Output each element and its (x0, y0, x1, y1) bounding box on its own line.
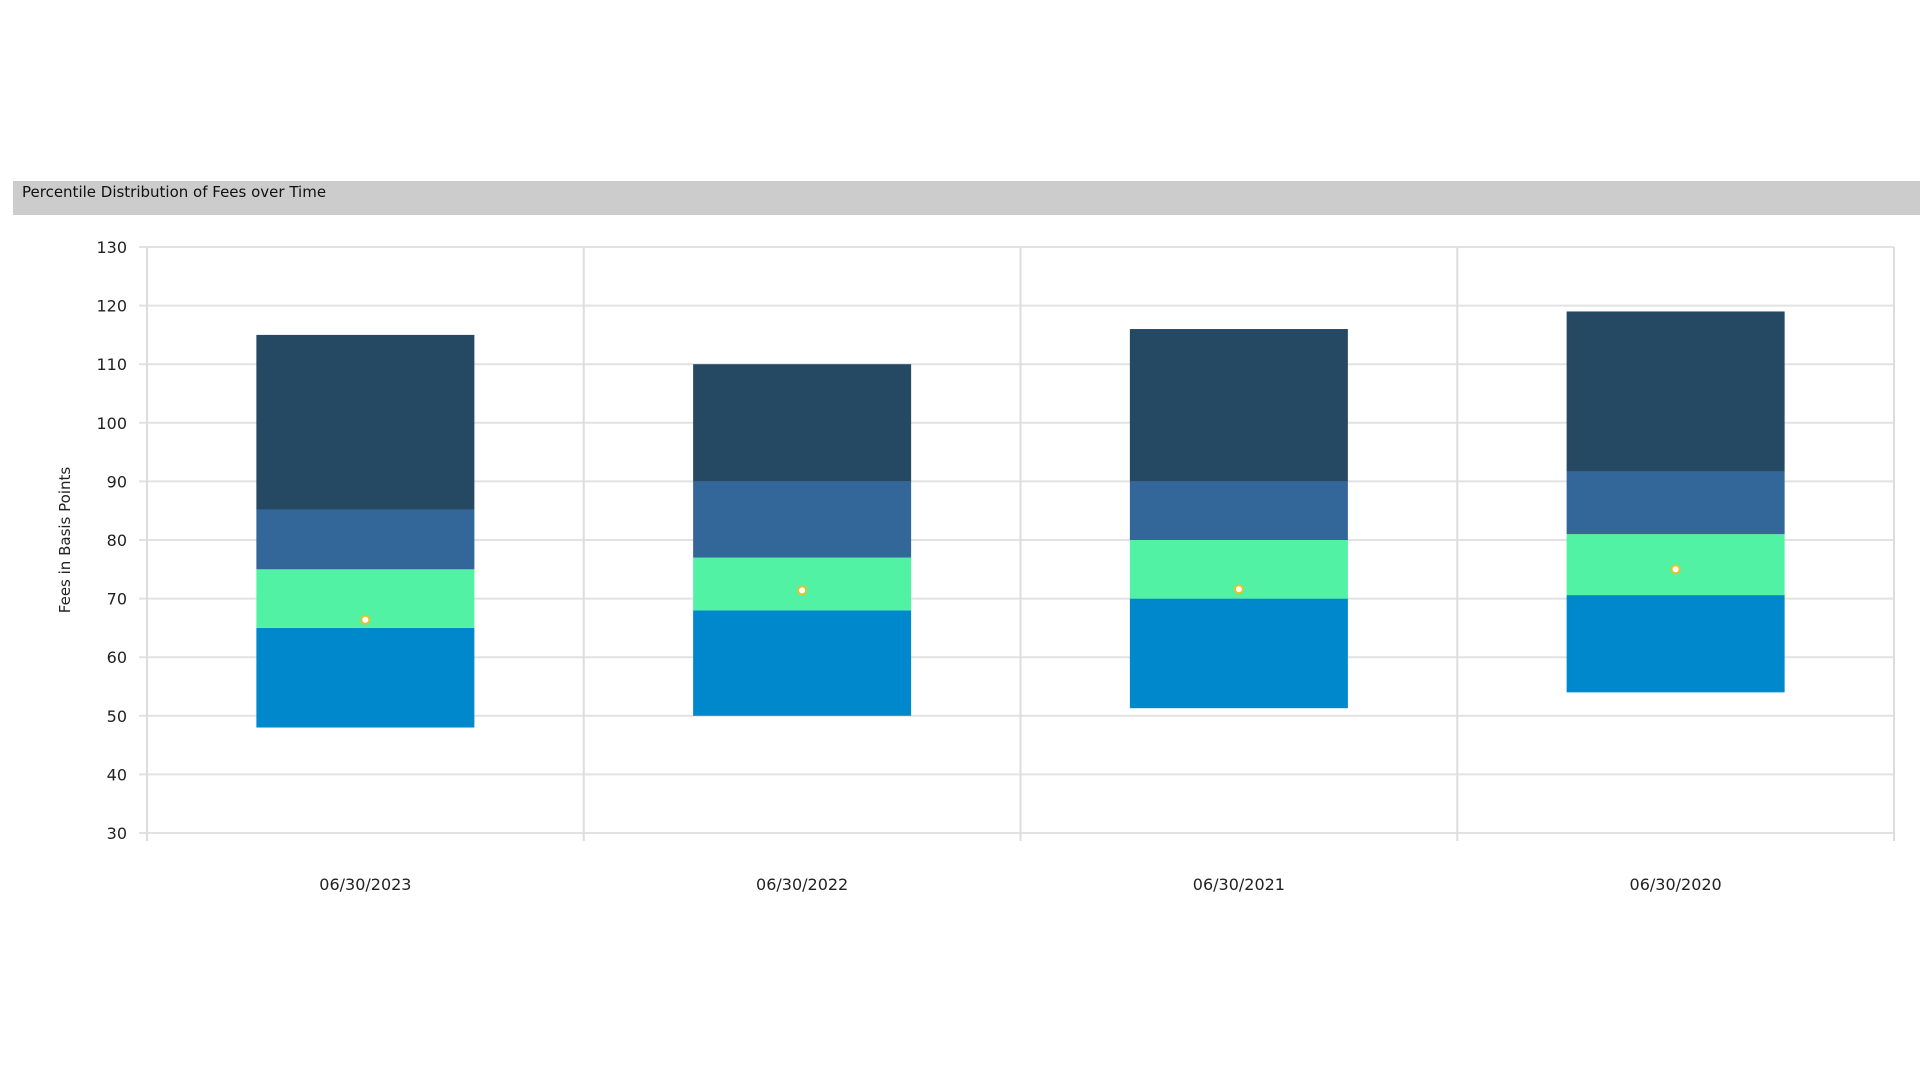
x-tick-label: 06/30/2020 (1630, 875, 1722, 894)
marker-point (1670, 564, 1681, 575)
bar-segment-0 (1129, 598, 1348, 709)
bar-segment-3 (1129, 329, 1348, 482)
x-tick-labels: 06/30/2023 06/30/2022 06/30/2021 06/30/2020 (319, 875, 1721, 894)
bars (256, 311, 1785, 728)
marker-point (797, 585, 808, 596)
x-tick-label: 06/30/2022 (756, 875, 848, 894)
bar-segment-2 (693, 481, 912, 558)
y-tick-label: 60 (107, 648, 127, 667)
x-tick-label: 06/30/2023 (319, 875, 411, 894)
y-tick-labels: 30 40 50 60 70 80 90 100 110 120 130 (96, 238, 127, 843)
y-tick-label: 40 (107, 765, 127, 784)
markers (360, 564, 1681, 625)
y-tick-label: 110 (96, 355, 127, 374)
chart-title-bar: Percentile Distribution of Fees over Tim… (13, 181, 1920, 215)
bar-segment-2 (1566, 471, 1785, 535)
bar-segment-3 (693, 364, 912, 482)
bar-segment-3 (1566, 311, 1785, 472)
y-tick-label: 30 (107, 824, 127, 843)
y-tick-label: 80 (107, 531, 127, 550)
y-axis-label: Fees in Basis Points (56, 467, 74, 614)
marker-point (1233, 584, 1244, 595)
bar-segment-0 (256, 627, 475, 728)
x-tick-label: 06/30/2021 (1193, 875, 1285, 894)
y-tick-label: 70 (107, 590, 127, 609)
y-tick-label: 50 (107, 707, 127, 726)
bar-segment-1 (693, 557, 912, 611)
bar-segment-0 (1566, 595, 1785, 693)
bar-segment-0 (693, 610, 912, 716)
y-tick-label: 120 (96, 297, 127, 316)
bar-segment-2 (1129, 481, 1348, 540)
y-tick-label: 90 (107, 472, 127, 491)
marker-point (360, 614, 371, 625)
chart-title: Percentile Distribution of Fees over Tim… (22, 183, 327, 201)
y-tick-label: 100 (96, 414, 127, 433)
bar-segment-3 (256, 334, 475, 510)
bar-segment-2 (256, 509, 475, 570)
y-tick-label: 130 (96, 238, 127, 257)
